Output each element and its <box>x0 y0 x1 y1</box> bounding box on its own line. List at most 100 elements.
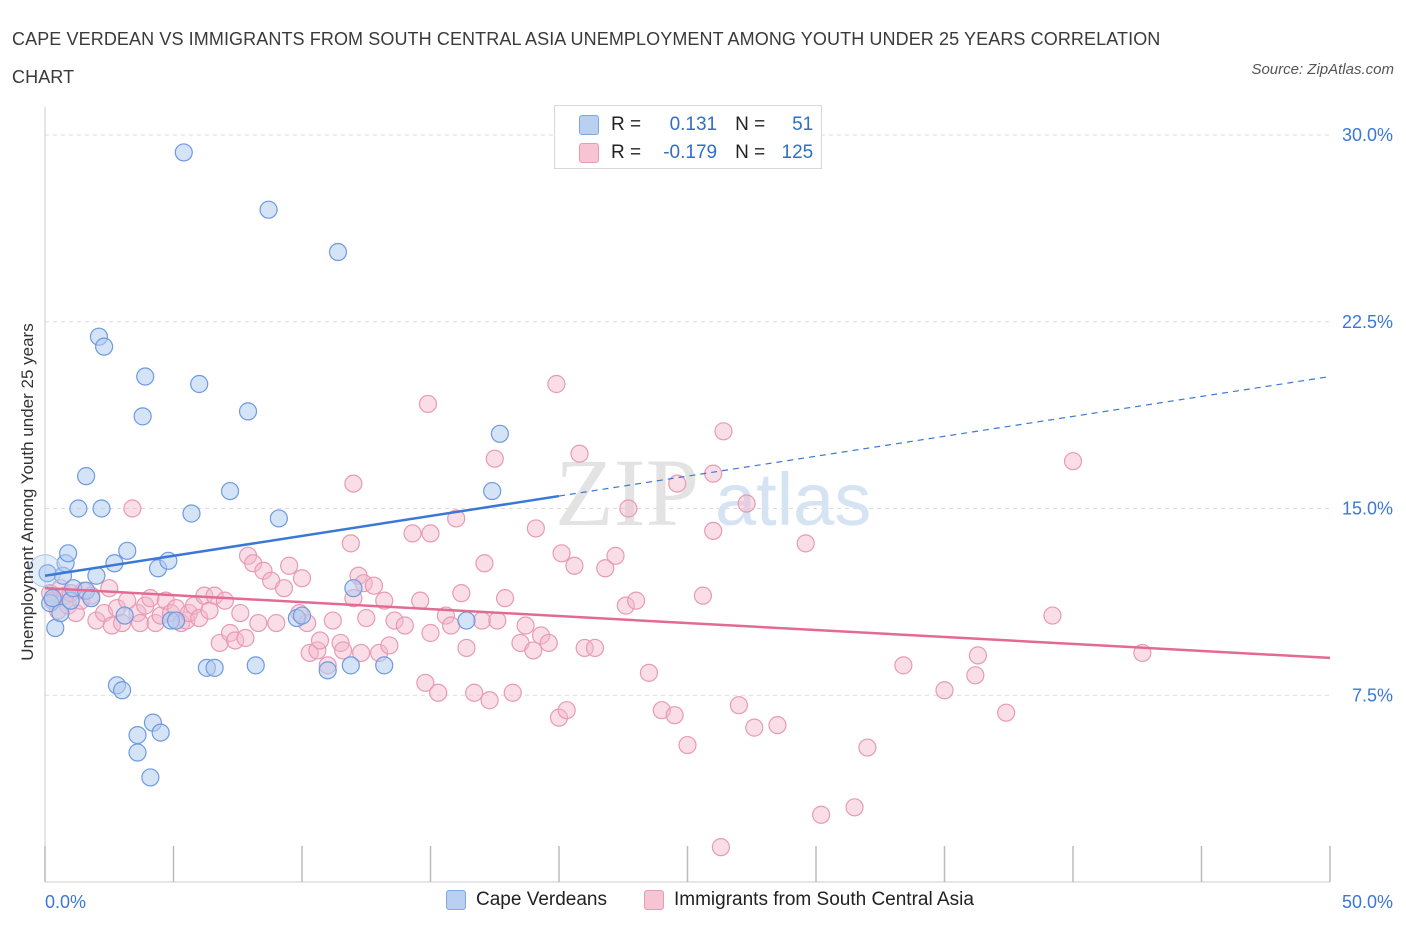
watermark-zip: ZIP <box>555 439 699 546</box>
pink-point <box>1043 606 1062 625</box>
blue-trend-projection <box>558 375 1331 497</box>
blue-point <box>141 768 160 787</box>
x-tick-label: 0.0% <box>45 892 86 912</box>
r-label: R = <box>611 114 642 135</box>
pink-point <box>465 683 484 702</box>
blue-point <box>490 424 509 443</box>
pink-point <box>130 613 150 633</box>
watermark: ZIP atlas <box>555 439 871 546</box>
pink-point <box>858 738 877 757</box>
blue-point <box>238 402 258 421</box>
pink-point <box>447 509 466 528</box>
pink-point <box>421 524 440 543</box>
pink-point <box>495 589 515 608</box>
pink-point <box>123 499 142 518</box>
pink-point <box>531 626 551 645</box>
pink-point <box>457 638 476 658</box>
blue-point <box>220 481 240 501</box>
n-value-pink: 125 <box>781 142 814 163</box>
pink-point <box>704 521 723 541</box>
pink-point <box>280 556 299 575</box>
blue-swatch <box>579 115 599 135</box>
pink-point <box>616 596 635 615</box>
blue-point <box>182 504 201 523</box>
pink-point <box>737 494 756 513</box>
blue-point <box>95 337 114 356</box>
blue-point <box>115 606 134 625</box>
pink-point <box>729 696 749 715</box>
y-axis-label: Unemployment Among Youth under 25 years <box>18 323 37 660</box>
blue-point <box>292 606 312 625</box>
pink-point <box>100 579 119 598</box>
pink-point <box>526 519 545 538</box>
pink-point <box>472 611 491 630</box>
blue-point <box>457 611 476 630</box>
blue-point <box>174 143 193 162</box>
pink-point <box>557 701 576 720</box>
pink-point <box>668 474 687 493</box>
source-label: Source: ZipAtlas.com <box>1251 61 1394 78</box>
blue-point <box>128 725 147 745</box>
blue-point <box>328 242 348 262</box>
pink-point <box>619 499 638 518</box>
pink-point <box>488 611 507 630</box>
pink-point <box>812 805 831 824</box>
legend-row-pink: R = -0.179 N = 125 <box>579 141 813 165</box>
blue-point <box>133 407 152 426</box>
pink-point <box>452 584 471 603</box>
y-tick-label: 22.5% <box>1342 312 1393 332</box>
pink-point <box>244 554 263 573</box>
n-value-blue: 51 <box>792 114 814 135</box>
pink-point <box>418 394 438 414</box>
pink-point <box>310 631 330 650</box>
watermark-atlas: atlas <box>715 458 871 541</box>
blue-trend-line <box>44 494 560 577</box>
blue-point <box>136 367 155 386</box>
pink-point <box>485 449 504 468</box>
pink-point <box>796 534 815 553</box>
pink-point <box>475 554 494 573</box>
pink-point <box>416 673 435 692</box>
r-value-pink: -0.179 <box>663 142 718 163</box>
pink-point <box>714 422 733 441</box>
pink-point <box>385 611 404 630</box>
pink-point <box>894 656 913 675</box>
pink-point <box>141 589 160 608</box>
pink-point <box>331 633 350 653</box>
pink-point <box>596 559 615 578</box>
trend-lines <box>44 375 1331 660</box>
pink-swatch <box>579 143 599 163</box>
blue-point <box>190 374 209 394</box>
pink-point <box>678 735 697 755</box>
legend-item-south-central-asia: Immigrants from South Central Asia <box>644 889 974 911</box>
blue-point <box>483 481 502 501</box>
blue-point <box>128 743 147 762</box>
blue-point <box>43 589 62 608</box>
pink-point <box>190 608 209 628</box>
correlation-legend: R = 0.131 N = 51 R = -0.179 N = 125 <box>554 105 822 169</box>
pink-point <box>215 591 234 610</box>
blue-point <box>344 579 363 598</box>
pink-point <box>352 643 371 663</box>
r-value-blue: 0.131 <box>669 114 718 135</box>
pink-point <box>403 524 422 543</box>
pink-point <box>334 641 353 660</box>
pink-point <box>344 474 363 493</box>
pink-point <box>380 636 399 655</box>
pink-point <box>997 703 1016 722</box>
pink-point <box>768 716 787 735</box>
x-tick-label: 50.0% <box>1342 892 1393 912</box>
legend-label-south-central-asia: Immigrants from South Central Asia <box>674 889 974 910</box>
pink-point <box>585 638 605 658</box>
legend-item-cape-verdeans: Cape Verdeans <box>446 889 607 911</box>
pink-point <box>845 798 864 817</box>
pink-point <box>745 718 764 737</box>
blue-point <box>92 499 111 518</box>
pink-point <box>429 683 448 702</box>
pink-point <box>516 616 535 635</box>
pink-point <box>503 683 522 702</box>
blue-point <box>166 611 186 630</box>
blue-swatch <box>446 890 466 910</box>
pink-point <box>570 444 589 463</box>
